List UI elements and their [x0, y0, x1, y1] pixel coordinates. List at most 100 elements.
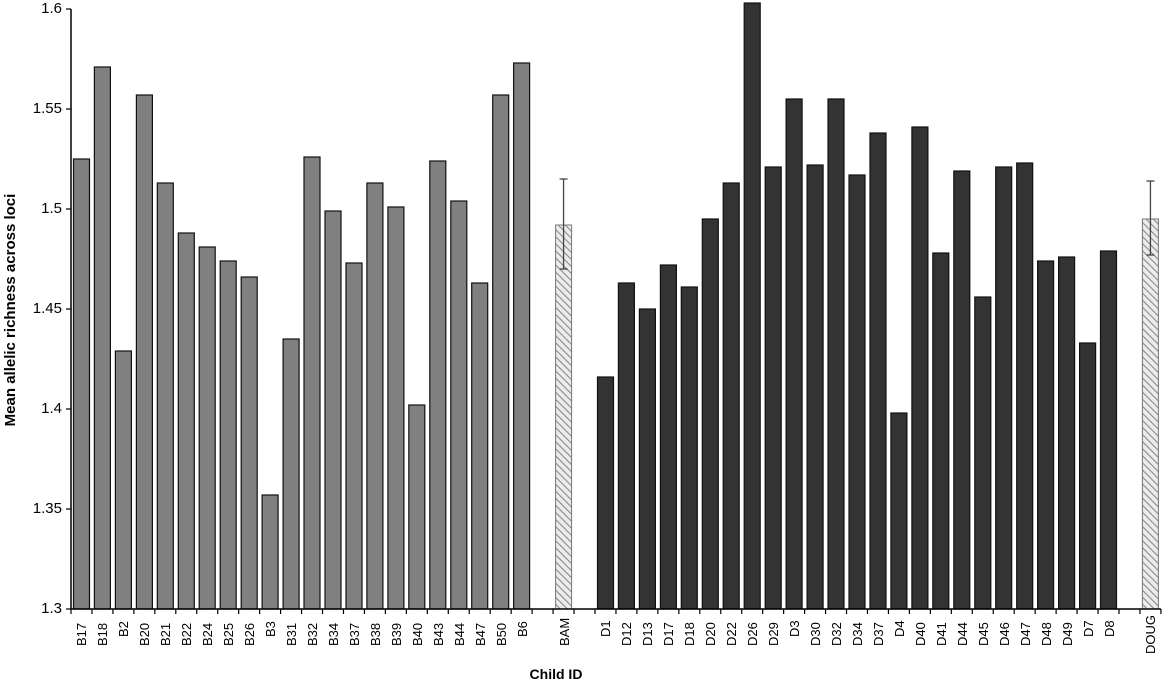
- bar-d30: [806, 164, 824, 610]
- bar-d26: [743, 2, 761, 610]
- x-tick-label: D8: [1101, 620, 1117, 638]
- x-tick-label: B39: [388, 622, 404, 646]
- bar-d40: [911, 126, 929, 610]
- x-tick-label: B3: [263, 621, 279, 638]
- x-tick-label: B20: [137, 622, 153, 646]
- y-tick-label: 1.55: [32, 100, 62, 117]
- y-axis-title: Mean allelic richness across loci: [2, 193, 19, 427]
- x-tick-label: B17: [74, 622, 90, 646]
- bar-b32: [303, 156, 321, 610]
- bar-b6: [512, 62, 531, 610]
- bar-d22: [722, 182, 740, 610]
- bar-d34: [848, 174, 866, 610]
- bar-b17: [72, 158, 91, 610]
- x-tick-label: B40: [409, 622, 425, 646]
- bar-b37: [345, 262, 363, 610]
- bar-b39: [387, 206, 405, 610]
- x-tick-label: D37: [870, 621, 886, 646]
- bar-d20: [701, 218, 719, 610]
- x-tick-label: D26: [745, 621, 761, 646]
- bar-b22: [177, 232, 195, 610]
- bar-b38: [366, 182, 384, 610]
- y-tick-label: 1.5: [41, 200, 62, 217]
- x-tick-label: D48: [1038, 621, 1054, 646]
- x-tick-label: B2: [116, 621, 132, 638]
- x-tick-label: D32: [829, 621, 845, 646]
- y-tick-label: 1.4: [41, 400, 62, 417]
- bar-doug: [1141, 218, 1159, 610]
- x-tick-label: D30: [808, 621, 824, 646]
- x-tick-label: B38: [367, 622, 383, 646]
- bar-d4: [890, 412, 908, 610]
- x-tick-label: B34: [326, 622, 341, 646]
- axes-group: [66, 8, 1162, 614]
- x-tick-label: D40: [912, 621, 928, 646]
- x-tick-label: D49: [1059, 621, 1075, 646]
- bar-d46: [995, 166, 1013, 610]
- bar-d49: [1057, 256, 1076, 610]
- x-tick-label: B25: [221, 622, 237, 646]
- bar-b2: [114, 350, 133, 610]
- x-tick-label: D22: [724, 621, 740, 646]
- bar-b18: [93, 66, 112, 610]
- y-tick-label: 1.3: [41, 600, 62, 617]
- bar-d17: [659, 264, 678, 610]
- bar-d41: [932, 252, 950, 610]
- x-tick-label: B24: [200, 622, 216, 646]
- bar-d1: [596, 376, 615, 610]
- x-tick-label: DOUG: [1143, 614, 1159, 654]
- x-tick-label: B18: [95, 622, 111, 646]
- x-tick-label: B32: [305, 622, 321, 646]
- x-tick-label: D3: [787, 620, 803, 638]
- x-tick-label: B21: [158, 622, 174, 646]
- y-tick-label: 1.35: [32, 500, 62, 517]
- bar-b20: [135, 94, 153, 610]
- bar-d45: [974, 296, 992, 610]
- x-tick-label: D47: [1017, 621, 1033, 646]
- bar-b34: [324, 210, 342, 610]
- bar-d29: [764, 166, 782, 610]
- x-tick-label: D13: [640, 621, 656, 646]
- bar-b21: [156, 182, 174, 610]
- bar-d37: [869, 132, 887, 610]
- bar-d7: [1078, 342, 1097, 610]
- bar-bam: [555, 224, 573, 610]
- bar-d3: [785, 98, 803, 610]
- bar-d12: [617, 282, 636, 610]
- x-tick-label: D34: [850, 621, 865, 646]
- x-tick-label: D18: [682, 621, 698, 646]
- y-tick-label: 1.45: [32, 300, 62, 317]
- y-tick-label: 1.6: [41, 0, 62, 17]
- bar-b24: [198, 246, 216, 610]
- bar-d18: [680, 286, 698, 610]
- x-tick-label: B50: [493, 622, 509, 646]
- x-tick-label: B6: [514, 621, 530, 638]
- x-tick-label: B47: [472, 622, 488, 646]
- bar-b44: [450, 200, 468, 610]
- bars-group: [72, 2, 1159, 610]
- x-tick-label: D20: [703, 621, 719, 646]
- x-tick-label: D17: [661, 621, 677, 646]
- bar-b3: [261, 494, 279, 610]
- bar-d8: [1099, 250, 1118, 610]
- x-tick-label: BAM: [556, 617, 572, 646]
- bar-b47: [471, 282, 489, 610]
- bar-b43: [429, 160, 447, 610]
- x-tick-label: B26: [242, 622, 258, 646]
- x-axis-title: Child ID: [529, 666, 583, 682]
- x-tick-label: B31: [284, 622, 300, 646]
- x-tick-label: D7: [1080, 620, 1096, 638]
- x-tick-label: D12: [619, 621, 635, 646]
- error-bars-group: [559, 178, 1155, 270]
- bar-d44: [953, 170, 971, 610]
- x-tick-label: B44: [451, 622, 467, 646]
- x-tick-label: D41: [933, 621, 949, 646]
- x-tick-label: D45: [975, 621, 991, 646]
- bar-b31: [282, 338, 300, 610]
- x-tick-label: D29: [766, 621, 782, 646]
- x-tick-label: D46: [996, 621, 1012, 646]
- x-tick-label: B37: [346, 622, 362, 646]
- x-tick-label: B43: [430, 622, 446, 646]
